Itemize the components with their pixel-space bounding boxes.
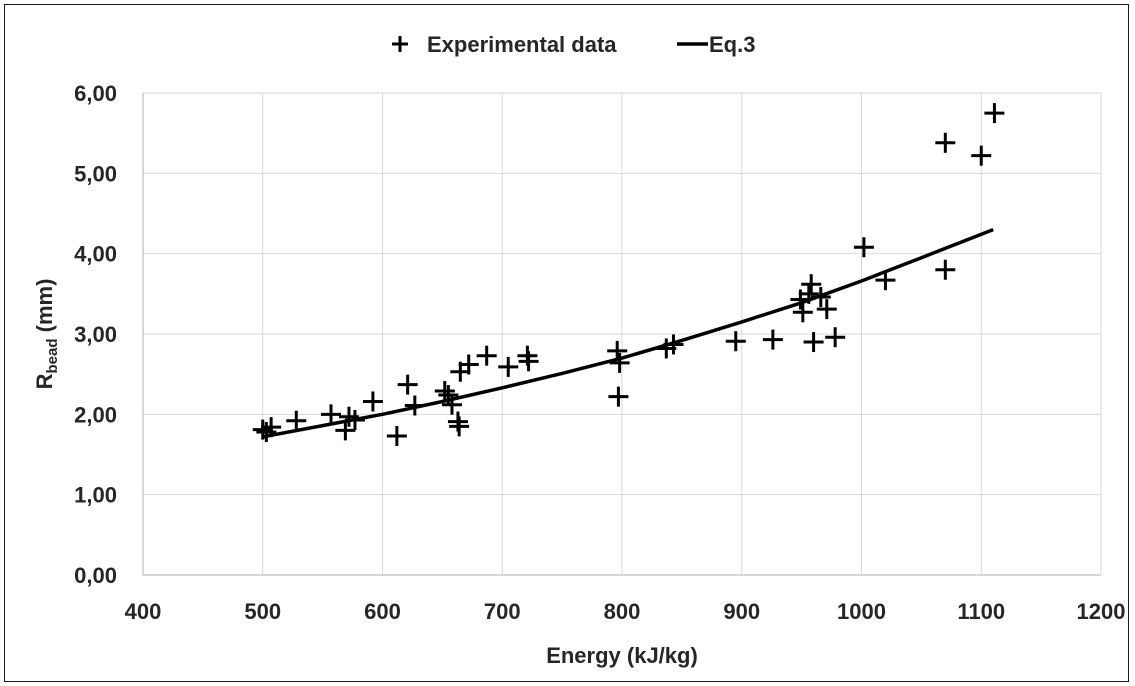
data-point: [458, 354, 479, 375]
y-tick-label: 4,00: [74, 242, 117, 267]
data-point: [803, 332, 824, 353]
data-point: [608, 386, 629, 407]
legend: Experimental data Eq.3: [392, 32, 755, 57]
data-point: [816, 299, 837, 320]
data-point: [261, 417, 282, 438]
x-tick-label: 600: [364, 599, 401, 624]
data-point: [798, 283, 819, 304]
x-tick-label: 1100: [957, 599, 1005, 624]
data-point: [853, 237, 874, 258]
data-point: [397, 374, 418, 395]
data-point: [344, 409, 365, 430]
y-tick-label: 6,00: [74, 81, 117, 106]
data-point: [476, 345, 497, 366]
data-points-layer: [252, 103, 1005, 447]
data-point: [362, 391, 383, 412]
data-point: [438, 385, 459, 406]
data-point: [810, 287, 831, 308]
data-point: [935, 132, 956, 153]
data-point: [971, 145, 992, 166]
x-tick-label: 800: [604, 599, 641, 624]
chart-frame: [4, 4, 1129, 682]
fit-line-layer: [262, 227, 994, 439]
axis-titles: Energy (kJ/kg) Rbead (mm): [32, 279, 698, 668]
data-point: [286, 410, 307, 431]
legend-label-experimental: Experimental data: [427, 32, 617, 57]
data-point: [935, 259, 956, 280]
data-point: [725, 331, 746, 352]
data-point: [252, 419, 273, 440]
x-axis-title: Energy (kJ/kg): [546, 643, 698, 668]
data-point: [335, 420, 356, 441]
data-point: [801, 274, 822, 295]
data-point: [321, 404, 342, 425]
data-point: [663, 334, 684, 355]
x-tick-label: 400: [125, 599, 162, 624]
x-tick-label: 1000: [837, 599, 886, 624]
data-point: [404, 395, 425, 416]
data-point: [825, 327, 846, 348]
y-tick-label: 2,00: [74, 402, 117, 427]
tick-labels: 400 500 600 700 800 900 1000 1100 1200 0,00 1,00 2,…: [74, 81, 1125, 624]
legend-label-eq3: Eq.3: [709, 32, 755, 57]
y-axis-title-main: R: [32, 373, 57, 389]
gridlines: [143, 92, 1102, 575]
data-point: [607, 340, 628, 361]
eq3-fit-line: [262, 227, 994, 439]
data-point: [256, 422, 277, 443]
y-axis-title-subscript: bead: [44, 338, 61, 373]
data-point: [518, 351, 539, 372]
y-tick-label: 5,00: [74, 161, 117, 186]
y-tick-label: 0,00: [74, 563, 117, 588]
y-tick-label: 3,00: [74, 322, 117, 347]
data-point: [762, 329, 783, 350]
y-axis-title-unit: (mm): [32, 279, 57, 339]
data-point: [875, 270, 896, 291]
x-tick-label: 500: [244, 599, 281, 624]
y-axis-title: Rbead (mm): [32, 279, 61, 390]
x-tick-label: 1200: [1077, 599, 1126, 624]
data-point: [984, 103, 1005, 124]
data-point: [792, 302, 813, 323]
data-point: [498, 356, 519, 377]
data-point: [609, 352, 630, 373]
legend-marker-experimental: [392, 36, 408, 52]
data-point: [441, 394, 462, 415]
axes: [142, 93, 1101, 576]
y-tick-label: 1,00: [74, 483, 117, 508]
x-tick-label: 700: [484, 599, 521, 624]
data-point: [449, 416, 470, 437]
x-tick-label: 900: [723, 599, 760, 624]
data-point: [434, 381, 455, 402]
data-point: [386, 426, 407, 447]
